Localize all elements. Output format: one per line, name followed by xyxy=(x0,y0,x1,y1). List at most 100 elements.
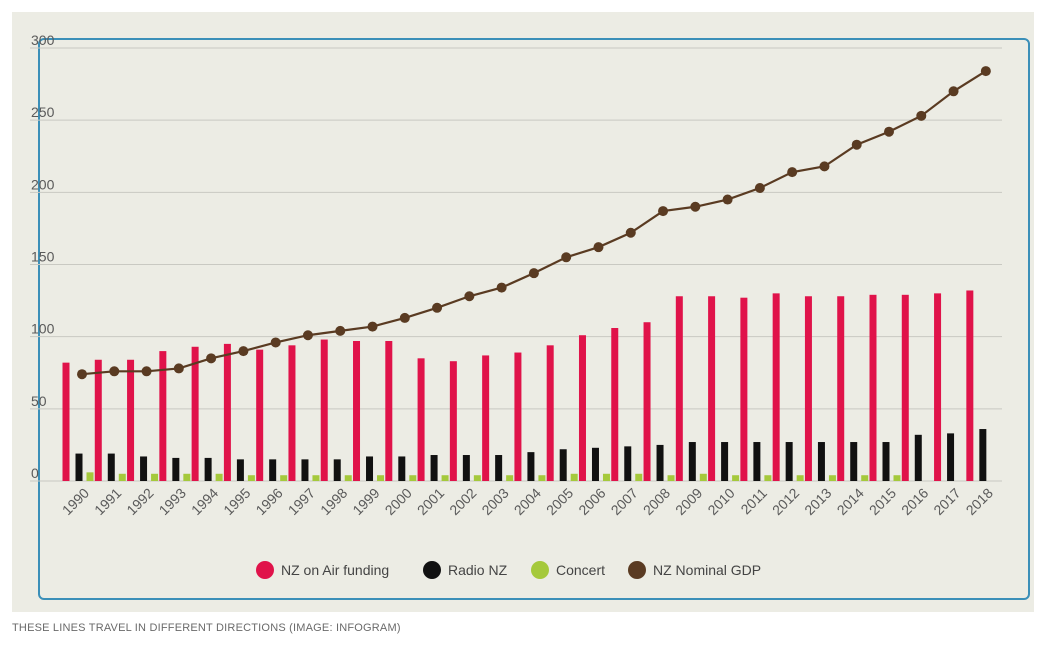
y-tick-label: 0 xyxy=(31,465,39,481)
x-tick-label: 2005 xyxy=(543,485,576,518)
x-tick-label: 1997 xyxy=(285,485,318,518)
gdp-point xyxy=(270,337,281,348)
radio-nz-bar xyxy=(914,434,922,481)
radio-nz-bar xyxy=(495,455,503,481)
nz-on-air-bar xyxy=(546,345,554,481)
gdp-point xyxy=(399,312,410,323)
x-tick-label: 1995 xyxy=(220,485,253,518)
gdp-line xyxy=(77,66,991,380)
legend-label: NZ on Air funding xyxy=(281,562,389,578)
concert-bar xyxy=(764,475,772,481)
nz-on-air-bar xyxy=(740,297,748,481)
nz-on-air-bar xyxy=(482,355,490,481)
concert-bar xyxy=(280,475,288,481)
radio-nz-bar xyxy=(462,455,470,481)
radio-nz-bar xyxy=(430,455,438,481)
gdp-point xyxy=(464,291,475,302)
y-tick-label: 300 xyxy=(31,32,55,48)
concert-bar xyxy=(635,473,643,481)
concert-bar xyxy=(441,475,449,481)
nz-on-air-bar xyxy=(62,362,70,481)
x-tick-label: 2017 xyxy=(930,485,963,518)
y-tick-label: 200 xyxy=(31,176,55,192)
gdp-point xyxy=(980,66,991,77)
nz-on-air-bar xyxy=(385,340,393,481)
nz-on-air-bar xyxy=(934,293,942,481)
radio-nz-bar xyxy=(366,456,374,481)
gdp-point xyxy=(787,167,798,178)
radio-nz-bar xyxy=(591,447,599,481)
nz-on-air-bar xyxy=(804,296,812,481)
y-tick-label: 100 xyxy=(31,321,55,337)
gdp-point xyxy=(302,330,313,341)
radio-nz-bar xyxy=(140,456,148,481)
gdp-point xyxy=(658,206,669,217)
gdp-point xyxy=(496,282,507,293)
radio-nz-bar xyxy=(850,442,858,481)
x-tick-label: 2015 xyxy=(866,485,899,518)
x-tick-label: 2010 xyxy=(704,485,737,518)
y-axis-ticks: 0 50 100 150 200 250 300 xyxy=(31,32,55,481)
legend-label: NZ Nominal GDP xyxy=(653,562,761,578)
legend-swatch xyxy=(256,561,274,579)
x-tick-label: 2009 xyxy=(672,485,705,518)
nz-on-air-bar xyxy=(708,296,716,481)
gdp-point xyxy=(528,268,539,279)
chart-stage xyxy=(12,12,1034,612)
gdp-point xyxy=(238,346,249,357)
nz-on-air-bar xyxy=(901,294,909,481)
gdp-point xyxy=(690,201,701,212)
gdp-point xyxy=(948,86,959,97)
concert-bar xyxy=(538,475,546,481)
x-tick-label: 2014 xyxy=(833,485,866,518)
legend-swatch xyxy=(628,561,646,579)
nz-on-air-bar xyxy=(514,352,522,481)
radio-nz-bar xyxy=(107,453,115,481)
concert-bar xyxy=(344,475,352,481)
y-tick-label: 150 xyxy=(31,249,55,265)
gdp-point xyxy=(432,302,443,313)
concert-bar xyxy=(506,475,514,481)
x-tick-label: 1999 xyxy=(349,485,382,518)
concert-bar xyxy=(473,475,481,481)
gdp-point xyxy=(754,183,765,194)
x-tick-label: 1996 xyxy=(252,485,285,518)
nz-on-air-bar xyxy=(223,343,231,481)
radio-nz-bar xyxy=(236,459,244,481)
radio-nz-bar xyxy=(172,457,180,481)
gdp-point xyxy=(593,242,604,253)
legend-label: Concert xyxy=(556,562,605,578)
nz-on-air-bar xyxy=(94,359,102,481)
radio-nz-bar xyxy=(979,429,987,481)
gdp-point xyxy=(367,321,378,332)
nz-on-air-bar xyxy=(353,340,361,481)
concert-bar xyxy=(377,475,385,481)
nz-on-air-bar xyxy=(869,294,877,481)
concert-bar xyxy=(151,473,159,481)
x-tick-label: 1992 xyxy=(123,485,156,518)
legend: NZ on Air funding Radio NZ Concert NZ Nomin… xyxy=(256,561,761,579)
concert-bar xyxy=(409,475,417,481)
x-tick-label: 2006 xyxy=(575,485,608,518)
x-tick-label: 1990 xyxy=(59,485,92,518)
nz-on-air-bar xyxy=(966,290,974,481)
gdp-point xyxy=(625,227,636,238)
nz-on-air-bar xyxy=(127,359,135,481)
nz-on-air-bar xyxy=(611,328,619,481)
nz-on-air-bar xyxy=(191,346,199,481)
x-tick-label: 2002 xyxy=(446,485,479,518)
nz-on-air-bar xyxy=(256,349,264,481)
gdp-point xyxy=(173,363,184,374)
concert-bar xyxy=(667,475,675,481)
radio-nz-bar xyxy=(75,453,83,481)
radio-nz-bar xyxy=(785,442,793,481)
gdp-point xyxy=(851,139,862,150)
x-tick-label: 2008 xyxy=(640,485,673,518)
x-tick-label: 2011 xyxy=(737,485,770,518)
legend-swatch xyxy=(423,561,441,579)
concert-bar xyxy=(828,475,836,481)
gdp-point xyxy=(141,366,152,377)
concert-bar xyxy=(86,472,94,481)
x-tick-label: 2001 xyxy=(414,485,447,518)
radio-nz-bar xyxy=(204,457,212,481)
